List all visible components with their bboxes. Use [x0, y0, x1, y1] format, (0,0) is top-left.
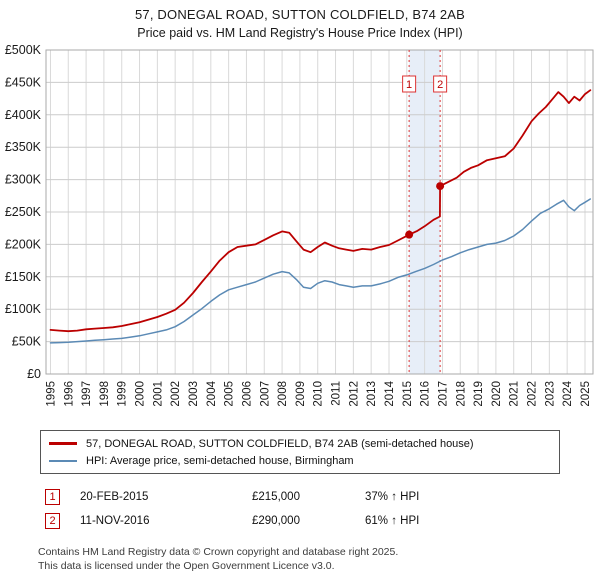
x-axis-label: 2021: [509, 381, 521, 407]
hpi-line: [49, 198, 592, 344]
y-axis-label: £200K: [5, 237, 42, 251]
x-axis-label: 2024: [562, 380, 574, 406]
x-axis-label: 2019: [473, 381, 485, 407]
x-axis-label: 2014: [384, 380, 396, 406]
property-price-line: [49, 89, 592, 333]
x-axis-label: 2009: [295, 381, 307, 407]
x-axis-label: 2007: [259, 381, 271, 407]
x-axis-label: 2005: [224, 381, 236, 407]
legend-item-property: 57, DONEGAL ROAD, SUTTON COLDFIELD, B74 …: [49, 435, 551, 452]
x-axis-label: 2016: [420, 381, 432, 407]
y-axis-label: £0: [27, 367, 41, 381]
x-axis-label: 1996: [63, 381, 75, 407]
x-axis-label: 2006: [241, 381, 253, 407]
transaction-row: 1 20-FEB-2015 £215,000 37% ↑ HPI: [45, 485, 600, 509]
transaction-row: 2 11-NOV-2016 £290,000 61% ↑ HPI: [45, 509, 600, 533]
y-axis-label: £150K: [5, 270, 42, 284]
chart-legend: 57, DONEGAL ROAD, SUTTON COLDFIELD, B74 …: [40, 430, 560, 474]
property-line-swatch: [49, 442, 77, 445]
annotation-label: 2: [437, 79, 443, 91]
x-axis-label: 2010: [313, 381, 325, 407]
y-axis-label: £350K: [5, 140, 42, 154]
transaction-price: £215,000: [252, 491, 300, 503]
x-axis-label: 2008: [277, 381, 289, 407]
legend-item-hpi: HPI: Average price, semi-detached house,…: [49, 452, 551, 469]
legend-label: HPI: Average price, semi-detached house,…: [86, 454, 354, 467]
x-axis-label: 2015: [402, 381, 414, 407]
x-axis-label: 1999: [117, 381, 129, 407]
x-axis-label: 2003: [188, 381, 200, 407]
legend-label: 57, DONEGAL ROAD, SUTTON COLDFIELD, B74 …: [86, 437, 474, 450]
x-axis-label: 2001: [152, 381, 164, 407]
x-axis-label: 2002: [170, 381, 182, 407]
x-axis-label: 2012: [348, 381, 360, 407]
annotation-box-1: [402, 75, 417, 93]
y-axis-label: £500K: [5, 43, 42, 57]
transaction-date: 11-NOV-2016: [80, 515, 150, 527]
transaction-hpi-change: 61% ↑ HPI: [365, 515, 420, 527]
x-axis-label: 1997: [81, 381, 93, 407]
x-axis-label: 2020: [491, 381, 503, 407]
sale-marker-2: [436, 182, 445, 191]
y-axis-label: £300K: [5, 173, 42, 187]
price-history-chart: 1995 1996 1997 1998 1999 2000 2001 2002 2003 2004…: [5, 43, 594, 407]
x-axis-label: 2011: [331, 381, 343, 406]
transaction-price: £290,000: [252, 515, 300, 527]
y-axis-label: £50K: [12, 335, 42, 349]
annotation-box-2: [433, 75, 448, 93]
x-axis-label: 2018: [455, 381, 467, 407]
footer-line-2: This data is licensed under the Open Gov…: [38, 559, 335, 572]
x-axis-label: 2013: [366, 381, 378, 407]
x-axis-label: 2017: [437, 381, 449, 407]
chart-title: 57, DONEGAL ROAD, SUTTON COLDFIELD, B74 …: [134, 7, 466, 22]
x-axis-label: 2025: [580, 381, 592, 407]
transaction-number-badge: 2: [45, 513, 60, 529]
x-axis-label: 1998: [99, 381, 111, 407]
sale-marker-1: [405, 230, 414, 239]
hpi-line-swatch: [49, 459, 77, 462]
plot-border: [45, 49, 594, 375]
chart-subtitle: Price paid vs. HM Land Registry's House …: [137, 26, 463, 40]
transaction-list: 1 20-FEB-2015 £215,000 37% ↑ HPI 2 11-NO…: [45, 485, 600, 533]
y-axis-label: £100K: [5, 302, 42, 316]
footer-line-1: Contains HM Land Registry data © Crown c…: [38, 546, 399, 558]
transaction-date: 20-FEB-2015: [80, 491, 149, 503]
x-axis-label: 2000: [135, 381, 147, 407]
transaction-number-badge: 1: [45, 489, 60, 505]
x-axis-label: 2004: [206, 380, 218, 406]
annotation-label: 1: [406, 79, 412, 91]
y-axis-label: £250K: [5, 205, 42, 219]
y-axis-label: £450K: [5, 75, 42, 89]
title-block: 57, DONEGAL ROAD, SUTTON COLDFIELD, B74 …: [0, 7, 600, 40]
page: 57, DONEGAL ROAD, SUTTON COLDFIELD, B74 …: [0, 7, 600, 572]
x-axis-label: 2023: [544, 381, 556, 407]
transaction-hpi-change: 37% ↑ HPI: [365, 491, 420, 503]
x-axis-label: 2022: [527, 381, 539, 407]
x-axis-label: 1995: [45, 381, 57, 407]
y-axis-label: £400K: [5, 108, 42, 122]
